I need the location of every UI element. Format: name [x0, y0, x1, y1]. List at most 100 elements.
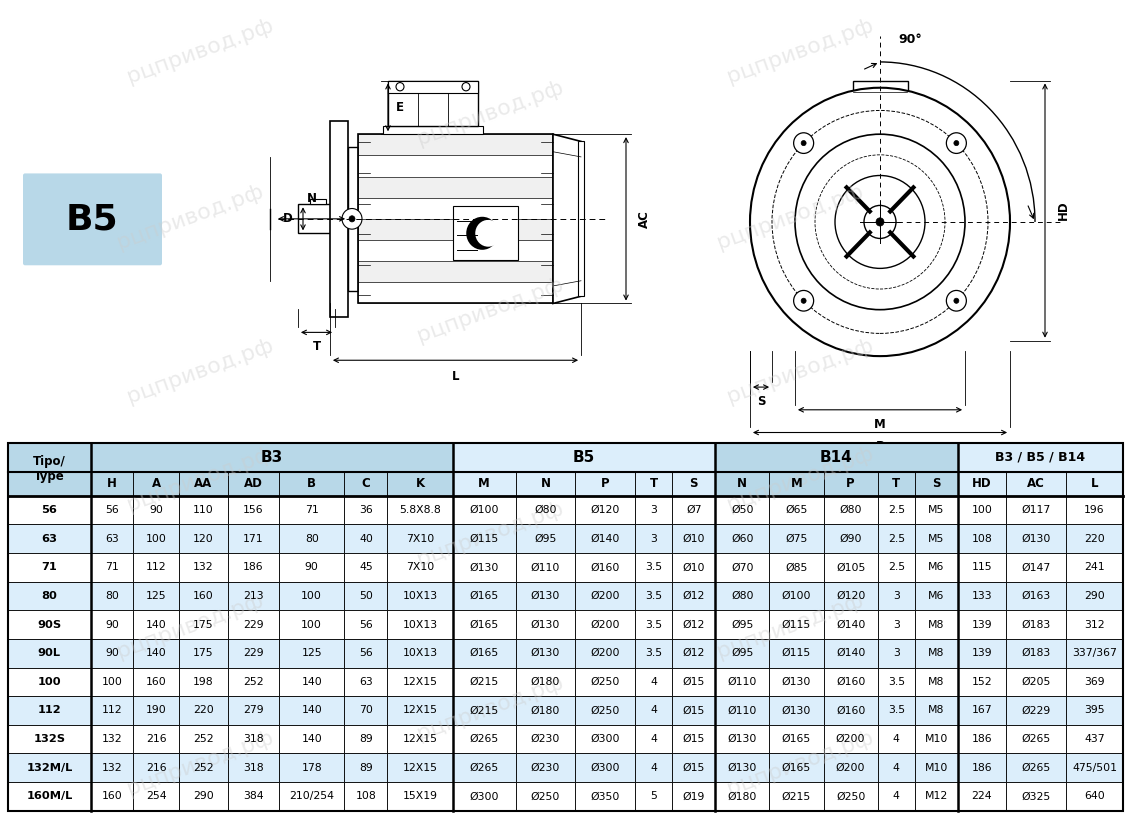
- Text: 71: 71: [105, 562, 119, 573]
- Text: Ø130: Ø130: [530, 591, 560, 601]
- Bar: [279, 582, 345, 610]
- Text: Ø100: Ø100: [469, 505, 499, 515]
- Text: Ø180: Ø180: [727, 791, 757, 802]
- Text: 3: 3: [650, 533, 657, 544]
- Bar: [179, 725, 227, 753]
- Text: Ø140: Ø140: [590, 533, 620, 544]
- Text: Ø300: Ø300: [590, 762, 620, 773]
- Bar: [769, 496, 823, 524]
- Bar: [8, 639, 90, 667]
- Text: K: K: [415, 478, 424, 490]
- Text: Ø50: Ø50: [731, 505, 753, 515]
- Text: D: D: [283, 213, 293, 225]
- Text: рцпривод.рф: рцпривод.рф: [724, 443, 877, 515]
- Text: P: P: [601, 478, 610, 490]
- Bar: [8, 667, 90, 696]
- Bar: [636, 753, 673, 782]
- Text: 3.5: 3.5: [888, 705, 905, 716]
- Text: 90°: 90°: [898, 33, 922, 46]
- Text: 115: 115: [972, 562, 992, 573]
- Bar: [452, 553, 516, 582]
- Bar: [1065, 667, 1123, 696]
- Text: 2.5: 2.5: [888, 505, 905, 515]
- Text: 220: 220: [193, 705, 214, 716]
- Bar: [279, 696, 345, 725]
- Bar: [1065, 496, 1123, 524]
- Text: 63: 63: [42, 533, 58, 544]
- Text: AC: AC: [638, 210, 650, 227]
- Text: Ø115: Ø115: [469, 533, 499, 544]
- Bar: [133, 753, 179, 782]
- Circle shape: [475, 220, 501, 247]
- Text: 132M/L: 132M/L: [26, 762, 72, 773]
- Text: 3.5: 3.5: [646, 562, 663, 573]
- Text: Ø80: Ø80: [731, 591, 753, 601]
- Text: 112: 112: [102, 705, 122, 716]
- Text: Ø200: Ø200: [590, 619, 620, 630]
- Text: 100: 100: [102, 676, 122, 687]
- Circle shape: [349, 216, 355, 222]
- Text: 125: 125: [146, 591, 166, 601]
- Text: 36: 36: [359, 505, 373, 515]
- Text: Ø165: Ø165: [469, 619, 499, 630]
- Text: рцпривод.рф: рцпривод.рф: [714, 181, 866, 253]
- Bar: [1007, 667, 1065, 696]
- Text: 318: 318: [243, 734, 264, 744]
- Bar: [359, 282, 553, 303]
- Text: Ø180: Ø180: [530, 705, 560, 716]
- Text: 216: 216: [146, 734, 166, 744]
- Bar: [179, 667, 227, 696]
- Text: Ø165: Ø165: [782, 762, 811, 773]
- Bar: [673, 782, 715, 811]
- Bar: [673, 667, 715, 696]
- Text: Ø95: Ø95: [731, 619, 753, 630]
- Text: T: T: [312, 340, 320, 353]
- Text: P: P: [875, 440, 884, 453]
- Text: рцпривод.рф: рцпривод.рф: [414, 78, 567, 150]
- Bar: [516, 553, 576, 582]
- Text: Ø130: Ø130: [469, 562, 499, 573]
- Circle shape: [864, 205, 896, 239]
- Text: 175: 175: [193, 648, 214, 658]
- Bar: [878, 639, 915, 667]
- FancyBboxPatch shape: [23, 173, 162, 265]
- Bar: [878, 472, 915, 496]
- Bar: [715, 496, 769, 524]
- Text: Ø19: Ø19: [683, 791, 705, 802]
- Text: HD: HD: [1056, 200, 1070, 220]
- Text: Ø325: Ø325: [1021, 791, 1051, 802]
- Bar: [715, 725, 769, 753]
- Text: 4: 4: [650, 734, 657, 744]
- Bar: [345, 524, 387, 553]
- Text: 167: 167: [972, 705, 992, 716]
- Text: HD: HD: [972, 478, 992, 490]
- Bar: [823, 610, 878, 639]
- Bar: [673, 725, 715, 753]
- Bar: [915, 639, 958, 667]
- Text: 171: 171: [243, 533, 264, 544]
- Circle shape: [835, 176, 925, 268]
- Text: 108: 108: [972, 533, 992, 544]
- Text: Ø140: Ø140: [836, 619, 865, 630]
- Text: 3.5: 3.5: [646, 591, 663, 601]
- Bar: [359, 198, 553, 219]
- Bar: [915, 696, 958, 725]
- Bar: [133, 725, 179, 753]
- Text: Ø85: Ø85: [785, 562, 808, 573]
- Bar: [452, 667, 516, 696]
- Text: 108: 108: [355, 791, 377, 802]
- Text: Ø15: Ø15: [683, 705, 705, 716]
- Text: 12X15: 12X15: [403, 676, 438, 687]
- Bar: [769, 753, 823, 782]
- Text: 15X19: 15X19: [403, 791, 438, 802]
- Text: Ø265: Ø265: [469, 734, 499, 744]
- Circle shape: [396, 83, 404, 91]
- Text: M10: M10: [924, 734, 948, 744]
- Text: T: T: [650, 478, 658, 490]
- Bar: [387, 753, 452, 782]
- Bar: [133, 639, 179, 667]
- Bar: [227, 610, 279, 639]
- Bar: [359, 177, 553, 198]
- Bar: [452, 443, 715, 472]
- Bar: [958, 524, 1007, 553]
